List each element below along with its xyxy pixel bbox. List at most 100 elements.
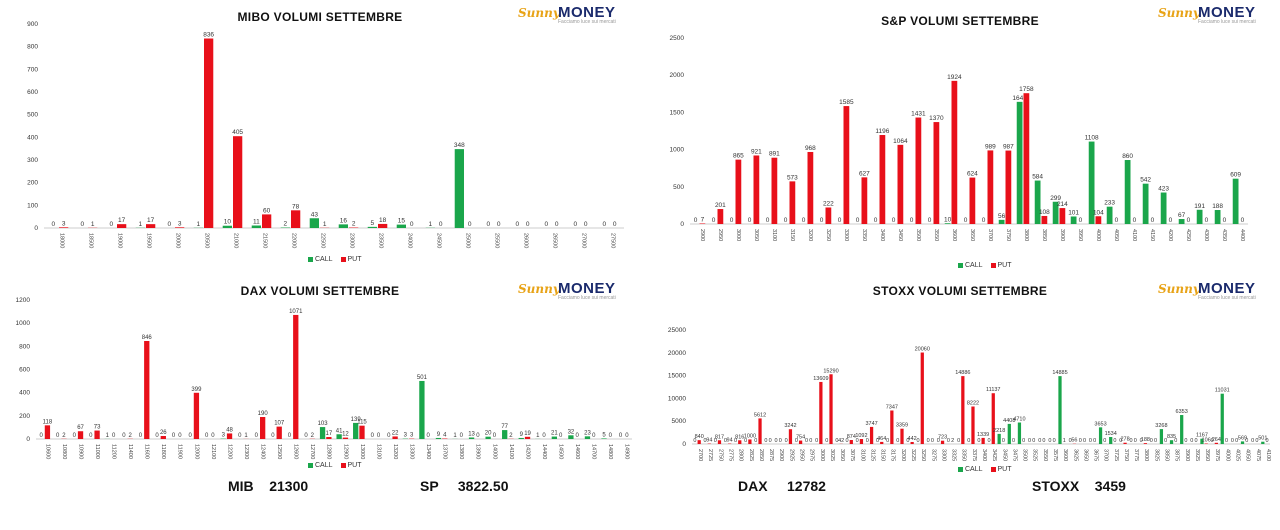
x-tick-label: 12700 <box>309 444 315 459</box>
x-tick-label: 3650 <box>1082 449 1088 461</box>
data-label: 0 <box>1266 438 1269 444</box>
x-tick-label: 2950 <box>717 229 723 241</box>
put-bar <box>799 441 802 444</box>
x-tick-label: 2825 <box>748 449 754 461</box>
mibo-panel: MIBO VOLUMI SETTEMBRE Sunny MONEY Faccia… <box>0 0 640 254</box>
data-label: 0 <box>1042 438 1045 444</box>
data-label: 7347 <box>886 404 898 410</box>
x-tick-label: 3775 <box>1133 449 1139 461</box>
data-label: 0 <box>89 433 93 439</box>
x-tick-label: 3300 <box>940 449 946 461</box>
call-bar <box>568 435 573 439</box>
data-label: 0 <box>892 217 896 224</box>
y-tick-label: 20000 <box>668 350 686 357</box>
data-label: 103 <box>318 421 329 427</box>
data-label: 0 <box>439 221 443 228</box>
put-bar <box>144 341 149 439</box>
x-tick-label: 3250 <box>825 229 831 241</box>
data-label: 0 <box>917 438 920 444</box>
data-label: 0 <box>56 433 60 439</box>
data-label: 627 <box>859 170 870 177</box>
put-bar <box>829 374 832 444</box>
data-label: 0 <box>545 221 549 228</box>
chart-legend: CALL PUT <box>308 462 362 469</box>
data-label: 0 <box>468 221 472 228</box>
stoxx-panel: STOXX VOLUMI SETTEMBRE Sunny MONEY Facci… <box>640 276 1280 530</box>
x-tick-label: 14800 <box>607 444 613 459</box>
y-tick-label: 600 <box>19 367 30 374</box>
x-tick-label: 18500 <box>88 233 94 248</box>
sp-panel: S&P VOLUMI SETTEMBRE Sunny MONEY Facciam… <box>640 0 1280 254</box>
data-label: 2 <box>62 433 66 439</box>
data-label: 233 <box>1104 200 1115 207</box>
call-bar <box>1125 160 1131 224</box>
legend-call: CALL <box>315 256 333 263</box>
x-tick-label: 12300 <box>243 444 249 459</box>
x-tick-label: 3850 <box>1041 229 1047 241</box>
data-label: 2 <box>509 433 513 439</box>
put-bar <box>921 353 924 444</box>
chart-legend: CALL PUT <box>308 256 362 263</box>
data-label: 0 <box>1079 217 1083 224</box>
data-label: 0 <box>957 438 960 444</box>
y-tick-label: 200 <box>27 180 38 187</box>
call-bar <box>339 224 348 228</box>
x-tick-label: 3550 <box>933 229 939 241</box>
data-label: 43 <box>311 211 319 218</box>
data-label: 17 <box>326 431 333 437</box>
put-bar <box>161 436 166 439</box>
put-bar <box>194 393 199 439</box>
y-tick-label: 1500 <box>670 109 685 116</box>
data-label: 0 <box>211 433 215 439</box>
data-label: 0 <box>1093 438 1096 444</box>
x-tick-label: 27500 <box>610 233 616 248</box>
call-bar <box>1099 427 1102 444</box>
x-tick-label: 14400 <box>541 444 547 459</box>
x-tick-label: 3000 <box>819 449 825 461</box>
call-bar <box>519 438 524 439</box>
put-bar <box>971 407 974 444</box>
data-label: 754 <box>796 435 805 441</box>
data-label: 0 <box>1205 217 1209 224</box>
put-bar <box>992 393 995 444</box>
x-tick-label: 11000 <box>94 444 100 459</box>
y-tick-label: 700 <box>27 66 38 73</box>
data-label: 94 <box>727 438 733 444</box>
y-tick-label: 0 <box>26 436 30 443</box>
x-tick-label: 12100 <box>210 444 216 459</box>
call-bar <box>223 226 232 228</box>
call-bar <box>1160 429 1163 444</box>
legend-put: PUT <box>998 262 1012 269</box>
y-tick-label: 10000 <box>668 395 686 402</box>
data-label: 0 <box>613 221 617 228</box>
data-label: 11 <box>253 219 260 226</box>
x-tick-label: 11400 <box>127 444 133 459</box>
data-label: 0 <box>1012 438 1015 444</box>
put-bar <box>900 429 903 444</box>
data-label: 399 <box>191 387 202 393</box>
put-bar <box>862 177 868 224</box>
data-label: 817 <box>715 434 724 440</box>
data-label: 0 <box>238 433 242 439</box>
x-tick-label: 3700 <box>987 229 993 241</box>
data-label: 67 <box>77 425 84 431</box>
data-label: 0 <box>625 433 629 439</box>
data-label: 0 <box>967 438 970 444</box>
call-bar <box>601 438 606 439</box>
y-tick-label: 5000 <box>672 418 687 425</box>
data-label: 17 <box>147 217 155 224</box>
x-tick-label: 25000 <box>465 233 471 248</box>
data-label: 73 <box>94 425 101 431</box>
x-tick-label: 4050 <box>1245 449 1251 461</box>
x-tick-label: 11800 <box>160 444 166 459</box>
call-bar <box>1107 207 1113 224</box>
data-label: 22 <box>392 430 399 436</box>
data-label: 1339 <box>977 432 989 438</box>
data-label: 1 <box>429 221 433 228</box>
data-label: 891 <box>769 151 780 158</box>
x-tick-label: 3100 <box>771 229 777 241</box>
data-label: 0 <box>1150 438 1153 444</box>
y-tick-label: 25000 <box>668 327 686 334</box>
data-label: 0 <box>497 221 501 228</box>
